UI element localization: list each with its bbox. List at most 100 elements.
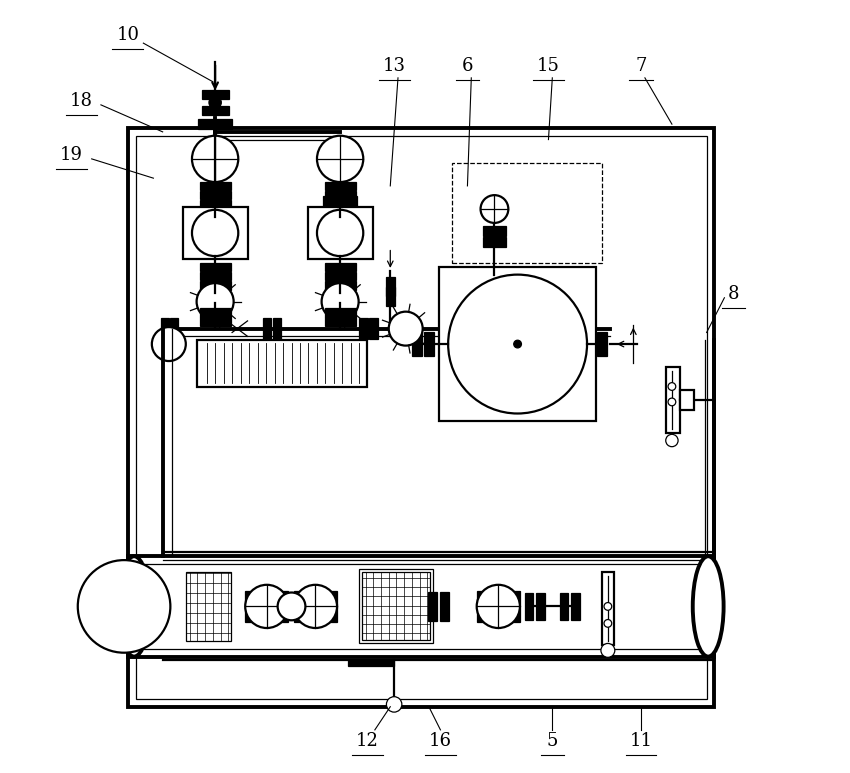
- Bar: [325, 200, 355, 209]
- Bar: [483, 237, 506, 247]
- Bar: [328, 591, 337, 621]
- Bar: [602, 572, 614, 645]
- Bar: [200, 281, 230, 290]
- Bar: [201, 106, 229, 115]
- Circle shape: [152, 327, 186, 361]
- Text: 10: 10: [116, 26, 139, 44]
- Bar: [325, 318, 355, 326]
- Bar: [680, 390, 694, 410]
- Circle shape: [209, 97, 221, 109]
- Bar: [136, 136, 706, 699]
- Text: 11: 11: [630, 733, 653, 751]
- Bar: [536, 593, 545, 620]
- Ellipse shape: [119, 557, 150, 656]
- Bar: [324, 164, 356, 174]
- Bar: [325, 182, 355, 190]
- Circle shape: [601, 643, 615, 657]
- Bar: [128, 128, 714, 707]
- Circle shape: [668, 383, 676, 390]
- Bar: [200, 308, 230, 317]
- Bar: [199, 164, 231, 174]
- Bar: [511, 591, 520, 621]
- Bar: [325, 272, 355, 281]
- Bar: [386, 277, 394, 296]
- Bar: [428, 592, 437, 621]
- Bar: [359, 318, 367, 339]
- Bar: [200, 263, 230, 271]
- Bar: [263, 318, 271, 339]
- Bar: [462, 318, 470, 339]
- Bar: [483, 226, 506, 236]
- Text: 13: 13: [382, 57, 405, 75]
- Bar: [324, 144, 356, 154]
- Bar: [571, 593, 580, 620]
- Bar: [362, 573, 430, 639]
- Circle shape: [477, 585, 520, 628]
- Bar: [440, 592, 449, 621]
- Circle shape: [196, 283, 234, 320]
- Ellipse shape: [693, 557, 723, 656]
- Bar: [245, 591, 254, 621]
- Bar: [439, 267, 597, 421]
- Circle shape: [278, 593, 305, 620]
- Circle shape: [513, 340, 521, 348]
- Bar: [197, 340, 367, 386]
- Bar: [273, 318, 281, 339]
- Bar: [451, 318, 460, 339]
- Text: 16: 16: [429, 733, 452, 751]
- Circle shape: [77, 560, 170, 652]
- Bar: [348, 659, 394, 666]
- Circle shape: [604, 619, 612, 627]
- Bar: [200, 191, 230, 199]
- Text: 5: 5: [547, 733, 558, 751]
- Bar: [199, 144, 231, 154]
- Bar: [598, 332, 608, 356]
- Bar: [666, 367, 680, 433]
- Bar: [325, 191, 355, 199]
- Circle shape: [448, 274, 587, 414]
- Bar: [186, 572, 230, 641]
- Bar: [183, 206, 247, 259]
- Bar: [200, 272, 230, 281]
- Bar: [325, 308, 355, 317]
- Text: 18: 18: [71, 92, 94, 110]
- Circle shape: [317, 209, 363, 256]
- Bar: [294, 591, 303, 621]
- Bar: [308, 206, 372, 259]
- Bar: [323, 196, 358, 206]
- Bar: [559, 593, 568, 620]
- Circle shape: [321, 283, 359, 320]
- Bar: [325, 281, 355, 290]
- Text: 12: 12: [355, 733, 378, 751]
- Bar: [360, 570, 433, 642]
- Circle shape: [192, 136, 238, 182]
- Bar: [200, 318, 230, 326]
- Circle shape: [192, 209, 238, 256]
- Circle shape: [388, 312, 422, 346]
- Circle shape: [387, 696, 402, 712]
- Circle shape: [480, 195, 508, 223]
- Text: 6: 6: [462, 57, 473, 75]
- Circle shape: [294, 585, 337, 628]
- Text: 19: 19: [60, 146, 83, 164]
- Bar: [161, 318, 169, 339]
- Text: 7: 7: [635, 57, 647, 75]
- Bar: [200, 182, 230, 190]
- Bar: [477, 591, 486, 621]
- Bar: [412, 332, 422, 356]
- Bar: [424, 332, 434, 356]
- Bar: [452, 163, 603, 263]
- Bar: [170, 318, 178, 339]
- Bar: [200, 200, 230, 209]
- Bar: [525, 593, 534, 620]
- Bar: [279, 591, 288, 621]
- Circle shape: [604, 602, 612, 610]
- Circle shape: [666, 434, 678, 447]
- Bar: [386, 287, 394, 306]
- Bar: [325, 263, 355, 271]
- Text: 15: 15: [537, 57, 560, 75]
- Circle shape: [668, 398, 676, 406]
- Bar: [128, 557, 714, 656]
- Text: 8: 8: [728, 285, 740, 303]
- Circle shape: [317, 136, 363, 182]
